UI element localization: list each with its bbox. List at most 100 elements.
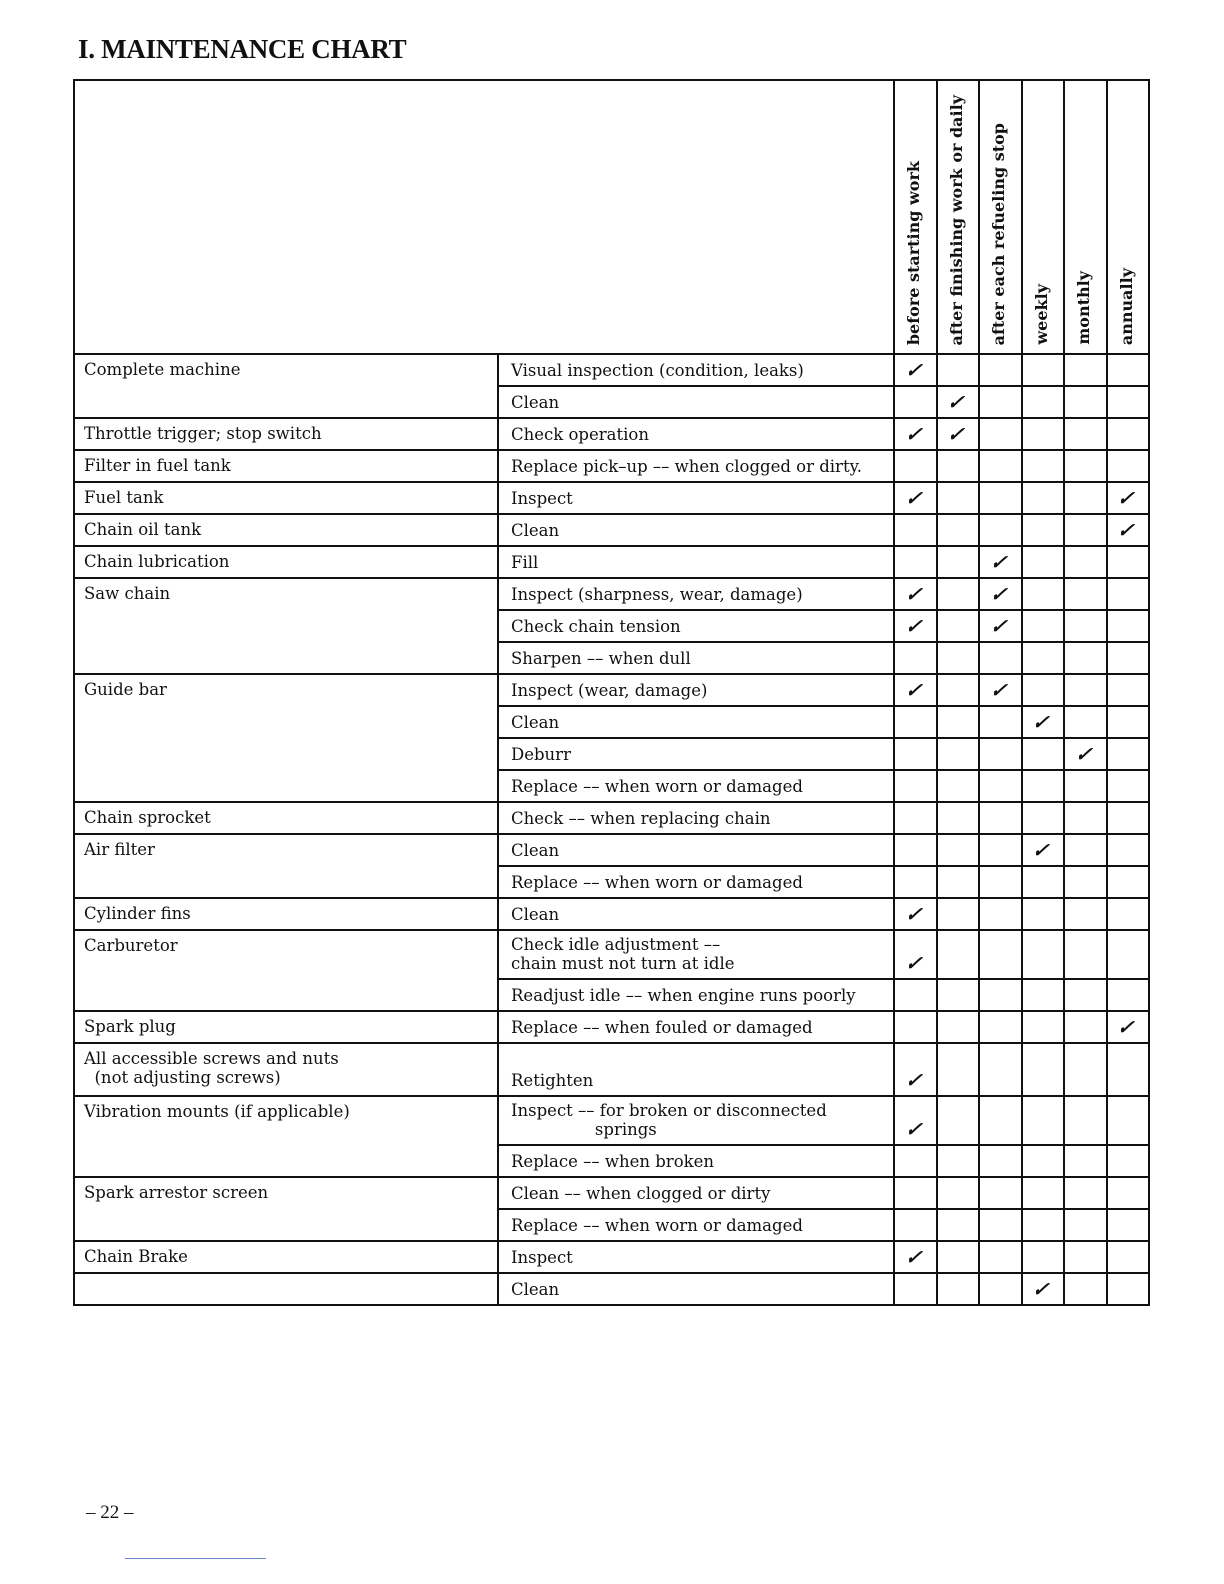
- operation-cell: Clean: [497, 1272, 895, 1306]
- check-cell: [1020, 417, 1065, 451]
- check-cell: ✓: [978, 577, 1023, 611]
- check-cell: [1105, 865, 1150, 899]
- check-cell: [1105, 417, 1150, 451]
- check-cell: [1105, 833, 1150, 867]
- operation-cell: Retighten: [497, 1042, 895, 1097]
- table-row: Complete machine Visual inspection (condi…: [73, 353, 1150, 419]
- table-row: Readjust idle –– when engine runs poorly: [74, 978, 1150, 1012]
- check-cell: [935, 1042, 980, 1097]
- check-cell: [1063, 1240, 1108, 1274]
- table-row: Filter in fuel tank Replace pick–up –– wh…: [73, 449, 1150, 483]
- maintenance-chart-table: before starting work after finishing work…: [73, 79, 1150, 1306]
- check-cell: ✓: [893, 1095, 938, 1146]
- check-icon: ✓: [987, 550, 1014, 574]
- operation-cell: Replace –– when worn or damaged: [497, 769, 895, 803]
- check-cell: [978, 1010, 1023, 1044]
- check-cell: [978, 833, 1023, 867]
- check-cell: [1105, 737, 1150, 771]
- check-cell: [1105, 929, 1150, 980]
- check-cell: [1020, 513, 1065, 547]
- check-cell: [1105, 545, 1150, 579]
- column-header-label: before starting work: [904, 160, 923, 345]
- component-cell: Throttle trigger; stop switch: [73, 417, 499, 451]
- check-cell: [1105, 1095, 1150, 1146]
- operation-cell: Check operation: [497, 417, 895, 451]
- check-cell: [1020, 978, 1065, 1012]
- check-icon: ✓: [902, 614, 929, 638]
- table-row: Replace –– when worn or damaged: [74, 1208, 1150, 1242]
- check-cell: [978, 1272, 1023, 1306]
- check-cell: [935, 1010, 980, 1044]
- check-icon: ✓: [987, 582, 1014, 606]
- check-cell: [1063, 1010, 1108, 1044]
- check-cell: [893, 1144, 938, 1178]
- check-cell: [1020, 865, 1065, 899]
- check-cell: [1063, 897, 1108, 931]
- check-cell: [1063, 1272, 1108, 1306]
- check-cell: [1105, 1144, 1150, 1178]
- check-cell: [935, 769, 980, 803]
- check-cell: [1020, 1240, 1065, 1274]
- check-icon: ✓: [902, 358, 929, 382]
- component-cell: Cylinder fins: [73, 897, 499, 931]
- check-cell: [1020, 1095, 1065, 1146]
- check-cell: [978, 978, 1023, 1012]
- table-row: Air filter Clean ✓: [73, 833, 1150, 899]
- check-cell: [1020, 609, 1065, 643]
- table-row: Fuel tank Inspect ✓ ✓: [73, 481, 1150, 515]
- check-cell: [893, 801, 938, 835]
- check-cell: ✓: [978, 673, 1023, 707]
- operation-cell: Replace pick–up –– when clogged or dirty…: [497, 449, 895, 483]
- check-cell: [893, 1176, 938, 1210]
- page-number: – 22 –: [86, 1502, 134, 1523]
- check-cell: ✓: [1105, 481, 1150, 515]
- check-cell: [978, 801, 1023, 835]
- column-header: monthly: [1063, 79, 1108, 355]
- check-cell: [935, 481, 980, 515]
- check-cell: [1020, 545, 1065, 579]
- check-cell: [1105, 353, 1150, 387]
- check-icon: ✓: [902, 486, 929, 510]
- operation-cell: Clean: [497, 513, 895, 547]
- check-cell: [1105, 769, 1150, 803]
- component-cell: Filter in fuel tank: [73, 449, 499, 483]
- check-cell: [935, 545, 980, 579]
- operation-cell: Replace –– when worn or damaged: [497, 865, 895, 899]
- check-cell: [1020, 449, 1065, 483]
- check-cell: [935, 1144, 980, 1178]
- table-row: Carburetor Check idle adjustment –– chain…: [73, 929, 1150, 1012]
- header-row: before starting work after finishing work…: [73, 79, 1150, 355]
- table-row: Chain Brake Inspect ✓: [73, 1240, 1150, 1274]
- check-cell: [1105, 1208, 1150, 1242]
- check-cell: ✓: [893, 417, 938, 451]
- check-cell: [1020, 1144, 1065, 1178]
- operation-cell: Inspect: [497, 1240, 895, 1274]
- check-cell: [978, 417, 1023, 451]
- check-cell: [1105, 897, 1150, 931]
- check-icon: ✓: [902, 902, 929, 926]
- check-cell: [935, 641, 980, 675]
- check-cell: [978, 769, 1023, 803]
- check-cell: [1105, 641, 1150, 675]
- check-cell: ✓: [893, 897, 938, 931]
- column-header: annually: [1105, 79, 1150, 355]
- check-icon: ✓: [902, 678, 929, 702]
- component-cell: Fuel tank: [73, 481, 499, 515]
- check-cell: [935, 978, 980, 1012]
- check-cell: [1105, 577, 1150, 611]
- table-row: Sharpen –– when dull: [74, 641, 1150, 675]
- column-header: before starting work: [893, 79, 938, 355]
- check-cell: [1063, 353, 1108, 387]
- check-cell: [1105, 1176, 1150, 1210]
- check-cell: [935, 353, 980, 387]
- check-cell: [893, 545, 938, 579]
- check-cell: [1020, 1042, 1065, 1097]
- operation-cell: Clean: [497, 705, 895, 739]
- check-cell: [1020, 353, 1065, 387]
- check-cell: [1063, 1208, 1108, 1242]
- check-cell: [935, 513, 980, 547]
- check-cell: [1063, 449, 1108, 483]
- check-cell: [1020, 641, 1065, 675]
- check-cell: ✓: [893, 577, 938, 611]
- check-cell: [893, 737, 938, 771]
